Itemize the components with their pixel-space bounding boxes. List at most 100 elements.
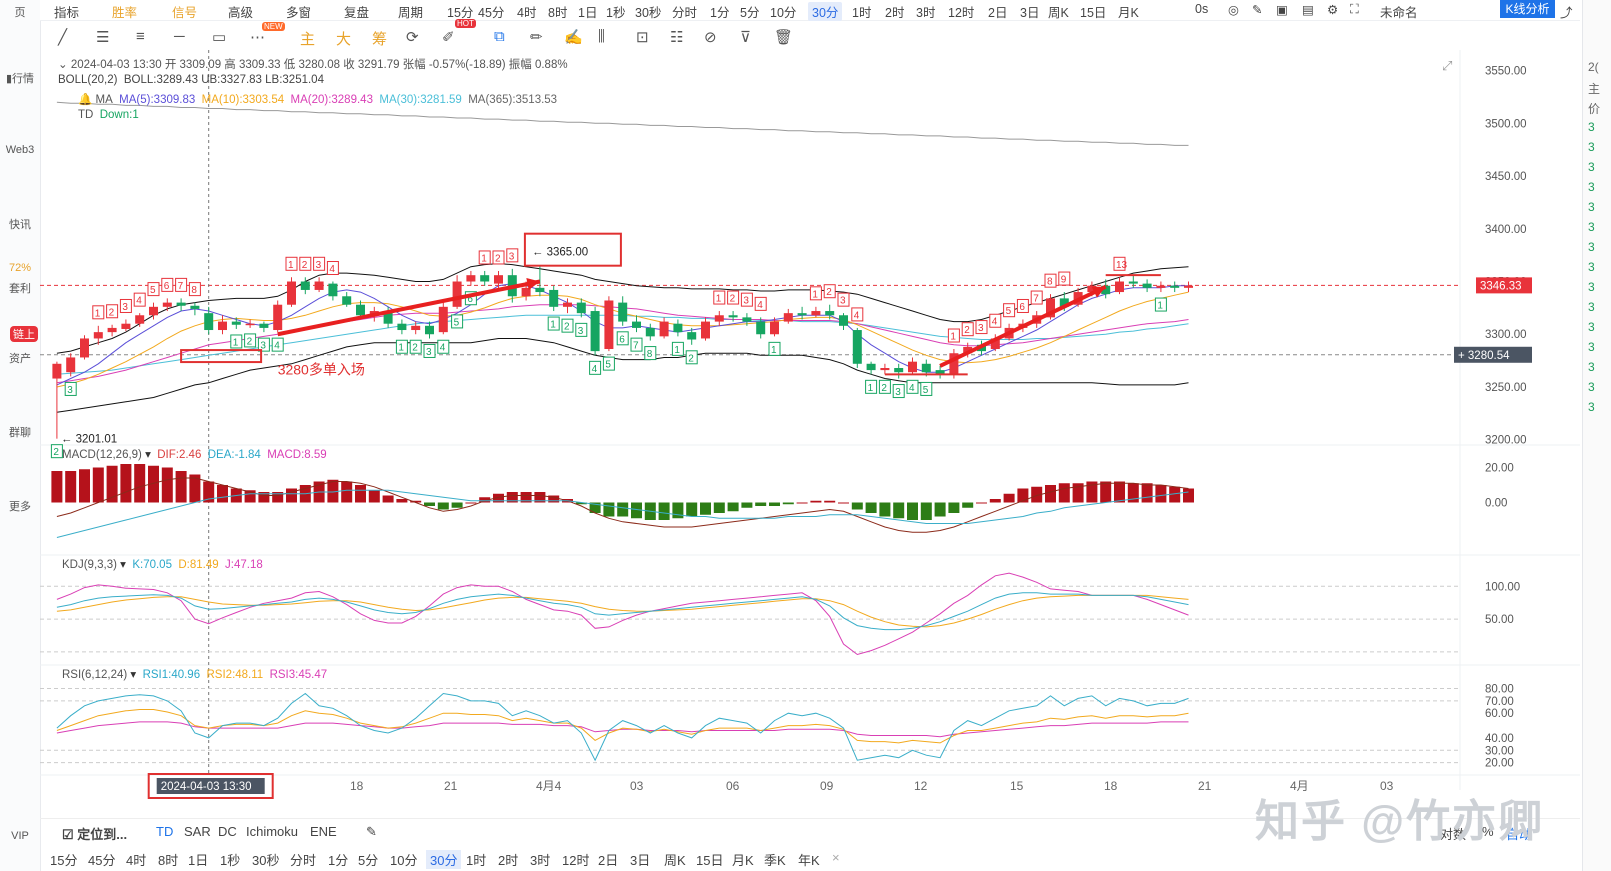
bell-icon[interactable]: 🔔 (78, 94, 93, 106)
ene-toggle[interactable]: ENE (310, 824, 337, 839)
period-bottom-7[interactable]: 分时 (290, 853, 317, 868)
line-tool-icon[interactable]: ╱ (58, 29, 68, 46)
period-top-20[interactable]: 月K (1118, 6, 1139, 20)
period-top-17[interactable]: 3日 (1020, 6, 1040, 20)
period-top-9[interactable]: 5分 (740, 6, 760, 20)
ruler-icon[interactable]: ✏ (530, 29, 543, 46)
rectangle-tool-icon[interactable]: ▭ (212, 29, 227, 46)
indicator-menu[interactable]: 指标 (54, 6, 80, 20)
period-top-19[interactable]: 15日 (1080, 6, 1107, 20)
replay-menu[interactable]: 复盘 (344, 6, 370, 20)
lock-icon[interactable]: ⊡ (636, 29, 649, 46)
signal-tool-icon[interactable]: ✐ (442, 29, 455, 46)
period-bottom-3[interactable]: 8时 (158, 853, 179, 868)
td-toggle[interactable]: TD (156, 824, 174, 839)
dc-toggle[interactable]: DC (218, 824, 237, 839)
boll-name[interactable]: BOLL(20,2) (58, 74, 118, 86)
period-bottom-18[interactable]: 周K (664, 853, 686, 868)
td-name[interactable]: TD (78, 109, 94, 121)
period-top-15[interactable]: 12时 (948, 6, 975, 20)
pen-icon[interactable]: ✎ (1252, 3, 1263, 17)
period-top-6[interactable]: 30秒 (635, 6, 662, 20)
period-bottom-19[interactable]: 15日 (696, 853, 724, 868)
period-bottom-22[interactable]: 年K (798, 853, 820, 868)
period-top-18[interactable]: 周K (1048, 6, 1069, 20)
layout-icon[interactable]: ▣ (1276, 3, 1288, 17)
filter-icon[interactable]: ⊽ (740, 29, 751, 46)
edit-icon[interactable]: ✎ (366, 824, 377, 839)
period-top-0[interactable]: 15分 (447, 6, 474, 20)
advanced-menu[interactable]: 高级 (228, 6, 254, 20)
trash-icon[interactable]: 🗑 (774, 29, 794, 46)
period-bottom-9[interactable]: 5分 (358, 853, 379, 868)
ma-name[interactable]: MA (95, 94, 113, 106)
period-top-3[interactable]: 8时 (548, 6, 568, 20)
period-bottom-11[interactable]: 30分 (426, 850, 462, 869)
copy-icon[interactable]: ⧉ (494, 28, 505, 45)
period-top-13[interactable]: 2时 (885, 6, 905, 20)
period-top-7[interactable]: 分时 (672, 6, 698, 20)
brush-icon[interactable]: ✍ (564, 29, 583, 46)
period-bottom-4[interactable]: 1日 (188, 853, 209, 868)
period-bottom-0[interactable]: 15分 (50, 853, 78, 868)
period-top-11[interactable]: 30分 (808, 2, 843, 21)
kline-chart[interactable]: 3550.003500.003450.003400.003350.003300.… (40, 50, 1580, 820)
locate-button[interactable]: ☑ 定位到... (62, 827, 128, 842)
period-top-4[interactable]: 1日 (578, 6, 598, 20)
nav-news[interactable]: 快讯 (0, 216, 40, 232)
period-bottom-14[interactable]: 3时 (530, 853, 551, 868)
nav-percent[interactable]: 72% (0, 262, 40, 274)
nav-home[interactable]: 页 (0, 4, 40, 20)
nav-vip[interactable]: VIP (0, 830, 40, 842)
big-order-button[interactable]: 大 (336, 31, 352, 48)
percent-toggle[interactable]: % (1482, 824, 1494, 839)
period-top-5[interactable]: 1秒 (606, 6, 626, 20)
period-bottom-2[interactable]: 4时 (126, 853, 147, 868)
channel-tool-icon[interactable]: ≡ (136, 28, 145, 45)
camera-icon[interactable]: ◎ (1228, 3, 1239, 17)
period-top-8[interactable]: 1分 (710, 6, 730, 20)
period-bottom-16[interactable]: 2日 (598, 853, 619, 868)
period-bottom-6[interactable]: 30秒 (252, 853, 280, 868)
signal-menu[interactable]: 信号 (172, 6, 198, 20)
more-tools-icon[interactable]: ⋯ (250, 29, 265, 46)
period-bottom-21[interactable]: 季K (764, 853, 786, 868)
magnet-icon[interactable]: ⊘ (704, 29, 717, 46)
period-top-2[interactable]: 4时 (517, 6, 537, 20)
hlines-tool-icon[interactable]: ☰ (96, 29, 110, 46)
nav-more[interactable]: 更多 (0, 498, 40, 514)
auto-scale-toggle[interactable]: 自动 (1506, 827, 1533, 842)
main-force-button[interactable]: 主 (300, 31, 316, 48)
sar-toggle[interactable]: SAR (184, 824, 211, 839)
nav-asset[interactable]: 资产 (0, 350, 40, 366)
log-scale-toggle[interactable]: 对数 (1440, 827, 1467, 842)
candles-icon[interactable]: ⫼ (598, 28, 605, 45)
period-top-1[interactable]: 45分 (478, 6, 505, 20)
period-bottom-8[interactable]: 1分 (328, 853, 349, 868)
kdj-name[interactable]: KDJ(9,3,3) (62, 559, 117, 571)
period-bottom-5[interactable]: 1秒 (220, 853, 241, 868)
nav-chat[interactable]: 群聊 (0, 424, 40, 440)
collapse-icon[interactable]: ⌄ (58, 59, 71, 71)
nav-chain[interactable]: 链上 (10, 326, 38, 342)
period-bottom-13[interactable]: 2时 (498, 853, 519, 868)
period-bottom-10[interactable]: 10分 (390, 853, 418, 868)
share-icon[interactable]: ⤴ (1560, 6, 1573, 20)
close-icon[interactable]: × (832, 850, 840, 865)
notes-icon[interactable]: ☷ (670, 29, 684, 46)
period-bottom-17[interactable]: 3日 (630, 853, 651, 868)
cloud-name[interactable]: 未命名 (1380, 6, 1418, 20)
period-top-10[interactable]: 10分 (770, 6, 797, 20)
chips-button[interactable]: 筹 (372, 31, 388, 48)
multiwindow-menu[interactable]: 多窗 (286, 6, 312, 20)
period-bottom-15[interactable]: 12时 (562, 853, 590, 868)
period-bottom-1[interactable]: 45分 (88, 853, 116, 868)
period-top-14[interactable]: 3时 (916, 6, 936, 20)
nav-chart[interactable]: ▮行情 (0, 70, 40, 86)
nav-web3[interactable]: Web3 (0, 144, 40, 156)
period-bottom-12[interactable]: 1时 (466, 853, 487, 868)
period-top-12[interactable]: 1时 (852, 6, 872, 20)
period-top-16[interactable]: 2日 (988, 6, 1008, 20)
ichimoku-toggle[interactable]: Ichimoku (246, 824, 299, 839)
gear-icon[interactable]: ⚙ (1327, 3, 1339, 17)
